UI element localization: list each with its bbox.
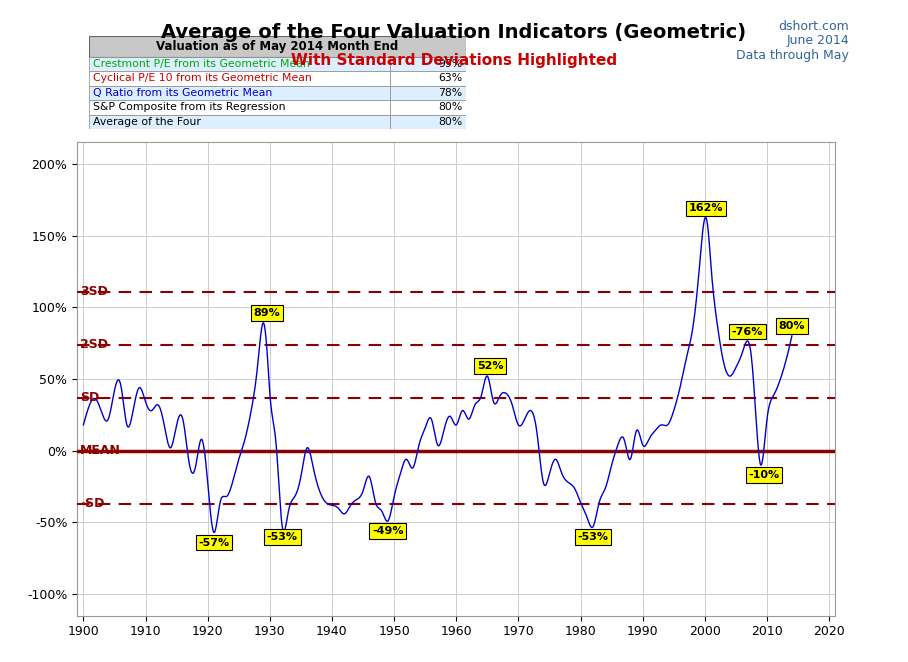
Text: -10%: -10% bbox=[748, 470, 779, 480]
Bar bbox=[89, 71, 390, 85]
Text: Average of the Four Valuation Indicators (Geometric): Average of the Four Valuation Indicators… bbox=[162, 23, 746, 42]
Text: SD: SD bbox=[80, 391, 100, 404]
Bar bbox=[89, 100, 390, 115]
Text: 2SD: 2SD bbox=[80, 338, 108, 351]
Bar bbox=[89, 85, 390, 100]
Text: 80%: 80% bbox=[438, 117, 462, 127]
Text: 63%: 63% bbox=[438, 73, 462, 83]
Text: Data through May: Data through May bbox=[736, 49, 849, 62]
Text: MEAN: MEAN bbox=[80, 444, 121, 457]
Text: Q Ratio from its Geometric Mean: Q Ratio from its Geometric Mean bbox=[93, 88, 272, 98]
Text: Crestmont P/E from its Geometric Mean: Crestmont P/E from its Geometric Mean bbox=[93, 59, 310, 69]
Text: June 2014: June 2014 bbox=[786, 34, 849, 48]
Bar bbox=[390, 57, 466, 71]
Bar bbox=[89, 36, 466, 57]
Text: -SD: -SD bbox=[80, 497, 104, 510]
Text: dshort.com: dshort.com bbox=[778, 20, 849, 33]
Text: 162%: 162% bbox=[689, 203, 724, 213]
Bar bbox=[89, 115, 390, 129]
Bar bbox=[390, 71, 466, 85]
Text: -49%: -49% bbox=[372, 526, 404, 536]
Text: 80%: 80% bbox=[438, 103, 462, 113]
Text: Valuation as of May 2014 Month End: Valuation as of May 2014 Month End bbox=[156, 40, 399, 53]
Text: With Standard Deviations Highlighted: With Standard Deviations Highlighted bbox=[291, 53, 617, 68]
Text: -53%: -53% bbox=[267, 532, 298, 542]
Bar bbox=[390, 85, 466, 100]
Bar bbox=[89, 57, 390, 71]
Bar bbox=[390, 100, 466, 115]
Text: 3SD: 3SD bbox=[80, 285, 108, 298]
Text: -53%: -53% bbox=[577, 532, 608, 542]
Text: 78%: 78% bbox=[438, 88, 462, 98]
Text: Cyclical P/E 10 from its Geometric Mean: Cyclical P/E 10 from its Geometric Mean bbox=[93, 73, 311, 83]
Text: -57%: -57% bbox=[198, 538, 230, 547]
Text: -76%: -76% bbox=[732, 326, 763, 337]
Bar bbox=[390, 115, 466, 129]
Text: 80%: 80% bbox=[778, 321, 805, 331]
Text: 52%: 52% bbox=[478, 361, 504, 371]
Text: Average of the Four: Average of the Four bbox=[93, 117, 201, 127]
Text: S&P Composite from its Regression: S&P Composite from its Regression bbox=[93, 103, 285, 113]
Text: 99%: 99% bbox=[438, 59, 462, 69]
Text: 89%: 89% bbox=[253, 308, 280, 318]
